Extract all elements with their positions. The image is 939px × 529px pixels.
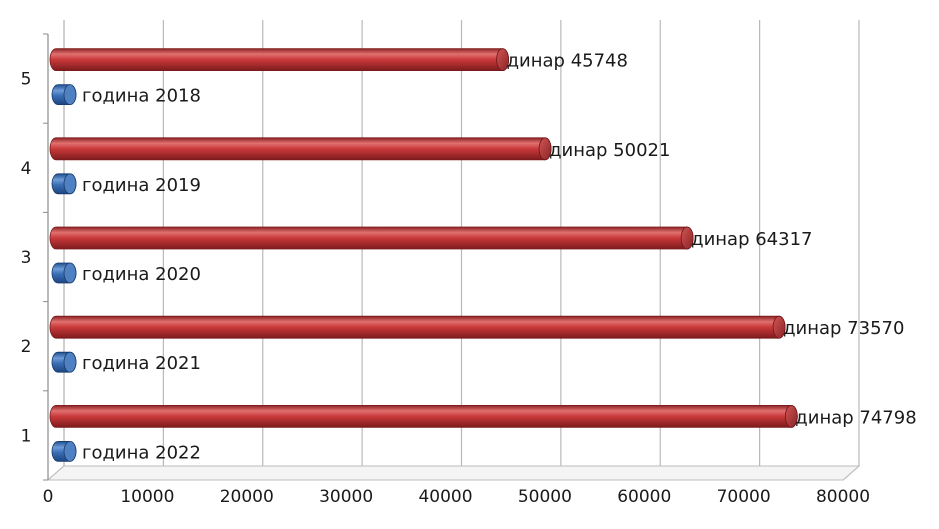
x-tick-label: 50000 bbox=[518, 487, 572, 507]
data-label-year: година 2021 bbox=[82, 353, 201, 374]
x-tick-label: 20000 bbox=[220, 487, 274, 507]
data-label-dinar: динар 50021 bbox=[549, 140, 670, 161]
data-label-year: година 2019 bbox=[82, 175, 201, 196]
bar-dinar bbox=[49, 48, 510, 71]
y-tick-label: 5 bbox=[21, 70, 32, 90]
bar-year bbox=[51, 351, 77, 373]
bar-dinar bbox=[49, 137, 552, 161]
bars bbox=[49, 48, 798, 462]
bar-year bbox=[51, 84, 77, 105]
x-tick-label: 40000 bbox=[418, 487, 472, 507]
bar-dinar bbox=[49, 315, 786, 339]
data-label-dinar: динар 74798 bbox=[795, 407, 916, 428]
x-tick-label: 60000 bbox=[617, 487, 671, 507]
y-tick-label: 1 bbox=[21, 426, 32, 446]
bar-dinar bbox=[49, 404, 798, 428]
data-label-year: година 2022 bbox=[82, 442, 201, 463]
y-tick-label: 3 bbox=[21, 248, 32, 268]
data-label-year: година 2018 bbox=[82, 86, 201, 107]
y-tick-label: 2 bbox=[21, 337, 32, 357]
y-tick-label: 4 bbox=[21, 159, 32, 179]
data-label-year: година 2020 bbox=[82, 264, 201, 285]
bar-year bbox=[51, 173, 77, 195]
chart-floor bbox=[46, 465, 861, 481]
bar-dinar bbox=[49, 226, 694, 250]
x-tick-label: 30000 bbox=[319, 487, 373, 507]
data-label-dinar: динар 73570 bbox=[783, 318, 904, 339]
tick-labels: 0 10000 20000 30000 40000 50000 60000 70000 8000… bbox=[21, 70, 870, 507]
data-label-dinar: динар 64317 bbox=[691, 229, 812, 250]
x-tick-label: 70000 bbox=[717, 487, 771, 507]
x-tick-label: 0 bbox=[43, 487, 54, 507]
bar-year bbox=[51, 262, 77, 284]
x-tick-label: 10000 bbox=[120, 487, 174, 507]
x-tick-label: 80000 bbox=[816, 487, 870, 507]
bar-year bbox=[51, 440, 77, 462]
data-labels: динар 74798 година 2022 динар 73570 година … bbox=[82, 51, 917, 464]
data-label-dinar: динар 45748 bbox=[507, 51, 628, 72]
